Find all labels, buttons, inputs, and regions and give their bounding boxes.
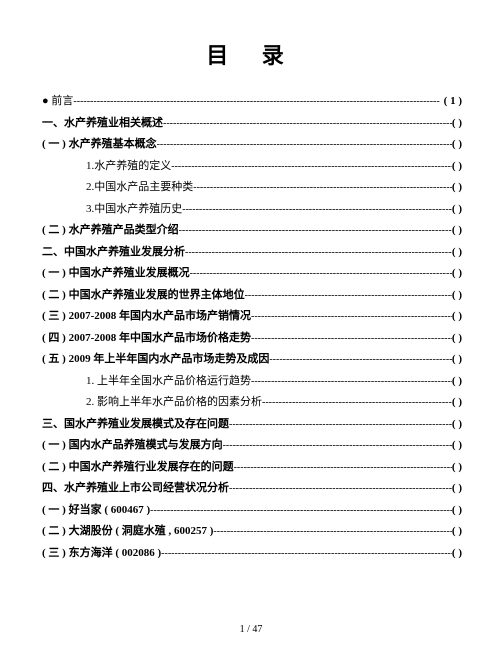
toc-entry-text: ( 五 ) 2009 年上半年国内水产品市场走势及成因 — [42, 354, 269, 365]
toc-entry-leader: ----------------------------------------… — [163, 119, 452, 129]
toc-entry: ( 二 ) 中国水产养殖业发展的世界主体地位------------------… — [42, 290, 462, 301]
toc-entry: ( 四 ) 2007-2008 年中国水产品市场价格走势------------… — [42, 333, 462, 344]
toc-entry: ( 三 ) 东方海洋 ( 002086 )-------------------… — [42, 548, 462, 559]
toc-entry-page: ( ) — [452, 526, 462, 537]
toc-entry-leader: ----------------------------------------… — [234, 463, 452, 473]
toc-entry-page: ( ) — [452, 182, 462, 193]
toc-entry-text: ( 一 ) 好当家 ( 600467 ) — [42, 505, 150, 516]
toc-entry-text: 四、水产养殖业上市公司经营状况分析 — [42, 483, 229, 494]
toc-entry-page: ( ) — [452, 419, 462, 430]
toc-entry-leader: ----------------------------------------… — [229, 420, 452, 430]
toc-entry: 一、水产养殖业相关概述-----------------------------… — [42, 118, 462, 129]
toc-entry-text: ( 二 ) 中国水产养殖行业发展存在的问题 — [42, 462, 234, 473]
toc-entry-page: ( ) — [452, 462, 462, 473]
toc-entry-text: 2. 影响上半年水产品价格的因素分析 — [86, 397, 262, 408]
toc-entry-page: ( ) — [452, 139, 462, 150]
toc-entry-page: ( ) — [452, 483, 462, 494]
toc-entry-page: ( ) — [452, 290, 462, 301]
toc-entry-leader: ----------------------------------------… — [223, 441, 452, 451]
toc-entry: 三、国水产养殖业发展模式及存在问题-----------------------… — [42, 419, 462, 430]
toc-title: 目 录 — [42, 38, 462, 70]
toc-entry: 2.中国水产品主要种类-----------------------------… — [42, 182, 462, 193]
toc-entry: 1.水产养殖的定义-------------------------------… — [42, 161, 462, 172]
toc-entry-text: 1.水产养殖的定义 — [86, 161, 171, 172]
toc-entry: 1. 上半年全国水产品价格运行趋势-----------------------… — [42, 376, 462, 387]
toc-entry-text: ( 二 ) 中国水产养殖业发展的世界主体地位 — [42, 290, 245, 301]
toc-entry: 3.中国水产养殖历史------------------------------… — [42, 204, 462, 215]
toc-entry: ( 一 ) 水产养殖基本概念--------------------------… — [42, 139, 462, 150]
toc-entry-page: ( ) — [452, 376, 462, 387]
toc-entry-text: ( 一 ) 中国水产养殖业发展概况 — [42, 268, 190, 279]
toc-entry-leader: ----------------------------------------… — [73, 97, 443, 107]
toc-entry-leader: ----------------------------------------… — [262, 398, 452, 408]
toc-entry: ( 二 ) 大湖股份 ( 洞庭水殖 , 600257 )------------… — [42, 526, 462, 537]
toc-entry-page: ( ) — [452, 247, 462, 258]
toc-entry-leader: ----------------------------------------… — [251, 377, 452, 387]
toc-entry: ( 二 ) 水产养殖产品类型介绍------------------------… — [42, 225, 462, 236]
toc-entry-page: ( ) — [452, 548, 462, 559]
page-footer: 1 / 47 — [0, 624, 502, 635]
toc-entry-leader: ----------------------------------------… — [185, 248, 452, 258]
toc-entry: ( 一 ) 好当家 ( 600467 )--------------------… — [42, 505, 462, 516]
toc-entry-leader: ----------------------------------------… — [171, 162, 452, 172]
toc-entry-page: ( ) — [452, 118, 462, 129]
toc-entry-text: ( 三 ) 东方海洋 ( 002086 ) — [42, 548, 161, 559]
toc-entry-page: ( ) — [452, 161, 462, 172]
toc-entry-text: 2.中国水产品主要种类 — [86, 182, 193, 193]
toc-entry-text: ( 一 ) 水产养殖基本概念 — [42, 139, 157, 150]
toc-entry: ( 一 ) 中国水产养殖业发展概况-----------------------… — [42, 268, 462, 279]
toc-entry-leader: ----------------------------------------… — [245, 291, 452, 301]
toc-entry-text: ( 一 ) 国内水产品养殖模式与发展方向 — [42, 440, 223, 451]
toc-entry-page: ( ) — [452, 354, 462, 365]
toc-entry-leader: ----------------------------------------… — [193, 183, 452, 193]
toc-entry: ( 一 ) 国内水产品养殖模式与发展方向--------------------… — [42, 440, 462, 451]
toc-entry-leader: ----------------------------------------… — [182, 205, 452, 215]
toc-entry: ● 前言------------------------------------… — [42, 96, 462, 107]
toc-entry-leader: ----------------------------------------… — [251, 312, 452, 322]
toc-entry-text: ( 二 ) 大湖股份 ( 洞庭水殖 , 600257 ) — [42, 526, 213, 537]
toc-entry-text: 三、国水产养殖业发展模式及存在问题 — [42, 419, 229, 430]
toc-entry: 四、水产养殖业上市公司经营状况分析-----------------------… — [42, 483, 462, 494]
toc-entry-page: ( ) — [452, 397, 462, 408]
toc-entry-text: ( 四 ) 2007-2008 年中国水产品市场价格走势 — [42, 333, 251, 344]
toc-entry: ( 三 ) 2007-2008 年国内水产品市场产销情况------------… — [42, 311, 462, 322]
toc-entry-leader: ----------------------------------------… — [229, 484, 452, 494]
toc-entry-leader: ----------------------------------------… — [269, 355, 452, 365]
toc-entry-text: 1. 上半年全国水产品价格运行趋势 — [86, 376, 251, 387]
toc-entry: ( 五 ) 2009 年上半年国内水产品市场走势及成因-------------… — [42, 354, 462, 365]
toc-entry-leader: ----------------------------------------… — [179, 226, 452, 236]
toc-entry-page: ( ) — [452, 505, 462, 516]
toc-entry-leader: ----------------------------------------… — [157, 140, 452, 150]
toc-entry-page: ( ) — [452, 333, 462, 344]
toc-entry-page: ( ) — [452, 225, 462, 236]
toc-entry-leader: ----------------------------------------… — [213, 527, 452, 537]
toc-entry: 2. 影响上半年水产品价格的因素分析----------------------… — [42, 397, 462, 408]
toc-entry-page: ( ) — [452, 311, 462, 322]
toc-entry-text: 二、中国水产养殖业发展分析 — [42, 247, 185, 258]
toc-entry-page: ( ) — [452, 268, 462, 279]
toc-entry-text: ● 前言 — [42, 96, 73, 107]
toc-entry-text: ( 二 ) 水产养殖产品类型介绍 — [42, 225, 179, 236]
toc-entry-text: 一、水产养殖业相关概述 — [42, 118, 163, 129]
toc-entry-text: ( 三 ) 2007-2008 年国内水产品市场产销情况 — [42, 311, 251, 322]
toc-entry-leader: ----------------------------------------… — [150, 506, 452, 516]
toc-entry-page: ( 1 ) — [444, 96, 462, 107]
toc-list: ● 前言------------------------------------… — [42, 96, 462, 559]
toc-entry-page: ( ) — [452, 440, 462, 451]
toc-entry-leader: ----------------------------------------… — [161, 549, 452, 559]
toc-entry-text: 3.中国水产养殖历史 — [86, 204, 182, 215]
toc-entry-leader: ----------------------------------------… — [251, 334, 452, 344]
toc-entry-page: ( ) — [452, 204, 462, 215]
toc-entry: 二、中国水产养殖业发展分析---------------------------… — [42, 247, 462, 258]
toc-entry-leader: ----------------------------------------… — [190, 269, 452, 279]
toc-entry: ( 二 ) 中国水产养殖行业发展存在的问题-------------------… — [42, 462, 462, 473]
